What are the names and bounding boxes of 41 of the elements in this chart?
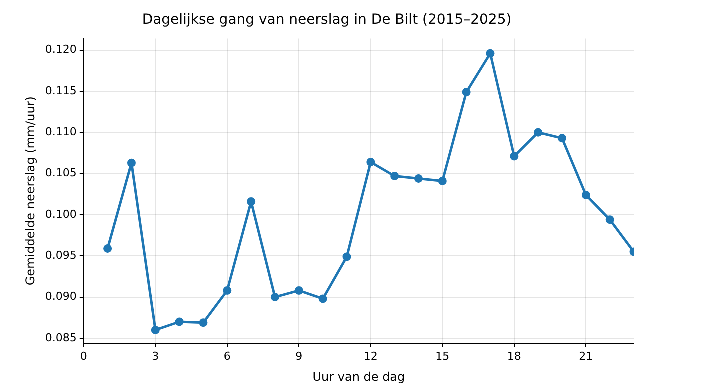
x-tick-label: 15 [436, 350, 450, 363]
y-tick-label: 0.105 [45, 166, 77, 180]
y-tick-label: 0.115 [45, 84, 77, 98]
y-tick-label: 0.085 [45, 331, 77, 344]
point [175, 318, 184, 326]
y-axis-title: Gemiddelde neerslag (mm/uur) [23, 96, 38, 286]
point [247, 198, 256, 206]
x-tick-label: 3 [152, 350, 160, 363]
point [438, 176, 447, 186]
x-tick-label: 18 [507, 350, 522, 363]
point [486, 49, 495, 58]
point [462, 88, 471, 97]
x-tick-label: 6 [224, 350, 231, 363]
point [582, 190, 590, 200]
x-tick-label: 9 [296, 350, 303, 363]
point [510, 152, 519, 161]
point [223, 286, 232, 295]
point [199, 318, 208, 328]
y-tick-label: 0.095 [45, 248, 77, 262]
x-axis-title: Uur van de dag [312, 370, 406, 384]
point [414, 174, 423, 183]
point [342, 252, 352, 262]
chart-title: Dagelijkse gang van neerslag in De Bilt (2015–2025) [142, 12, 512, 28]
point [390, 172, 400, 181]
x-tick-label: 0 [80, 350, 88, 363]
point [366, 158, 376, 167]
y-tick-label: 0.100 [45, 208, 77, 221]
y-tick-label: 0.120 [45, 43, 77, 56]
point [534, 128, 543, 137]
point [606, 216, 614, 224]
point [294, 286, 304, 295]
y-tick-label: 0.110 [45, 126, 77, 139]
point [318, 294, 328, 304]
point [151, 326, 160, 334]
point [127, 158, 136, 168]
x-tick-label: 12 [364, 350, 378, 363]
point [270, 293, 280, 302]
x-tick-label: 21 [579, 350, 594, 363]
point [558, 134, 566, 143]
y-tick-label: 0.090 [45, 290, 77, 304]
point [104, 244, 112, 253]
